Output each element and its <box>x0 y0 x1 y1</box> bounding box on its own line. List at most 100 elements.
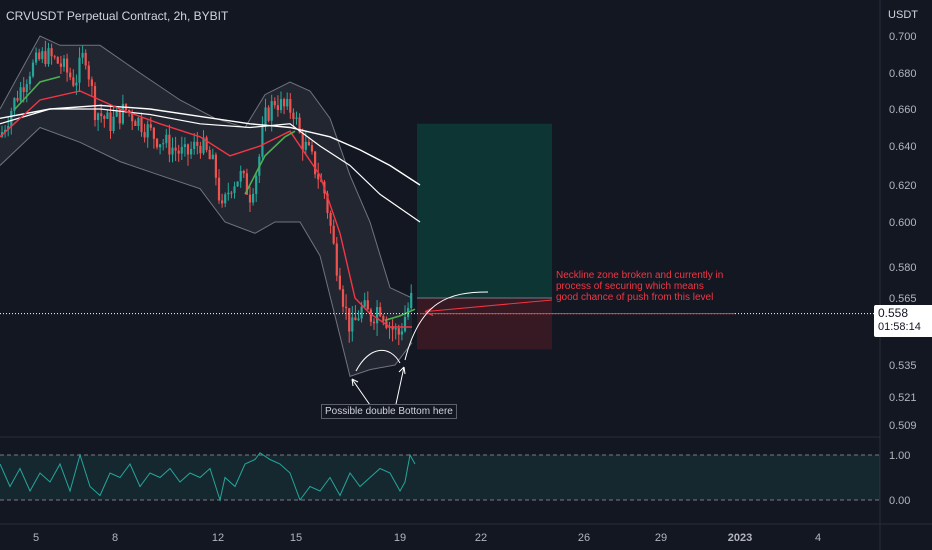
candle <box>332 219 335 245</box>
rsi-line <box>0 452 416 502</box>
time-tick: 29 <box>655 532 667 544</box>
candle-body <box>301 132 304 150</box>
symbol-title[interactable]: CRVUSDT Perpetual Contract, 2h, BYBIT <box>6 9 229 23</box>
neckline-note-line-1: Neckline zone broken and currently in <box>556 270 724 281</box>
candle <box>382 314 385 326</box>
candle-body <box>267 107 270 121</box>
candle-body <box>75 82 78 86</box>
rsi-pane <box>0 452 880 502</box>
candle-body <box>348 308 351 332</box>
candle-body <box>146 124 149 138</box>
candle <box>403 305 407 333</box>
candle <box>273 97 276 109</box>
candle <box>242 169 245 179</box>
candle-body <box>25 84 28 92</box>
candle <box>93 82 97 127</box>
drawing-annotations <box>0 291 880 406</box>
candle <box>38 48 41 61</box>
candle-body <box>379 307 382 317</box>
position-zones <box>417 123 552 350</box>
candle-body <box>115 109 118 117</box>
candle-body <box>44 51 47 65</box>
right-bottom-arrow <box>395 366 406 405</box>
candle <box>366 291 369 310</box>
candle-body <box>397 328 400 335</box>
candle <box>22 77 25 103</box>
candle <box>143 123 146 143</box>
candle-body <box>279 99 283 110</box>
candle-body <box>394 328 397 330</box>
candle-body <box>295 117 298 119</box>
double-bottom-annotation: Possible double Bottom here <box>321 404 457 419</box>
candle <box>391 319 394 342</box>
candle-body <box>31 62 35 77</box>
candle-body <box>345 306 348 309</box>
candle <box>7 116 10 137</box>
candle-body <box>214 154 217 178</box>
candle-body <box>217 177 221 201</box>
candle-body <box>248 194 252 203</box>
candle <box>97 112 100 131</box>
candle <box>239 165 242 188</box>
candle-body <box>199 145 202 154</box>
candle <box>276 95 279 117</box>
candle-body <box>72 77 75 86</box>
candle-body <box>84 52 87 66</box>
price-tick: 0.660 <box>889 104 917 116</box>
candle-body <box>22 87 25 92</box>
candle-body <box>109 112 112 131</box>
price-tick: 0.509 <box>889 420 917 432</box>
double-bottom-curve <box>355 349 401 372</box>
time-tick: 19 <box>394 532 406 544</box>
candle <box>50 43 53 65</box>
bollinger-upper <box>0 35 413 299</box>
candle-body <box>10 110 13 126</box>
left-bottom-arrow <box>351 378 371 406</box>
candle <box>338 267 341 291</box>
candle <box>162 138 165 151</box>
candle <box>171 137 174 163</box>
candle <box>87 61 90 87</box>
candle-body <box>53 56 56 58</box>
neckline-note-line-3: good chance of push from this level <box>556 292 714 303</box>
candle <box>90 76 93 97</box>
candle-body <box>391 326 394 330</box>
candle-body <box>382 316 385 321</box>
candle <box>224 192 227 208</box>
candle-body <box>180 146 183 154</box>
candle-body <box>369 309 372 322</box>
candle <box>159 143 162 155</box>
ma-green-segment <box>244 130 296 195</box>
price-tick: 0.535 <box>889 360 917 372</box>
price-tick: 0.680 <box>889 68 917 80</box>
candle-body <box>227 192 230 195</box>
candle-body <box>13 98 16 111</box>
target-zone <box>417 123 552 298</box>
candle-body <box>19 87 22 101</box>
candle <box>193 133 196 155</box>
neckline-annotation: Neckline zone broken and currently in pr… <box>556 270 723 303</box>
candle-body <box>131 112 134 122</box>
candle-body <box>121 103 124 124</box>
candle-body <box>252 193 255 203</box>
candle-body <box>245 173 248 195</box>
candle-body <box>332 225 335 244</box>
candle-body <box>28 76 31 85</box>
candle <box>379 302 382 318</box>
bollinger-lower <box>0 126 413 378</box>
bollinger-fill <box>0 36 412 377</box>
axis-labels: 0.700 0.680 0.660 0.640 0.620 0.600 0.580 0.565… <box>33 31 917 544</box>
candle <box>112 107 115 134</box>
candle <box>283 97 286 115</box>
candle-body <box>230 192 233 194</box>
candle <box>310 141 314 155</box>
candle <box>59 55 62 74</box>
candle-body <box>193 141 196 149</box>
candle-body <box>307 141 310 146</box>
time-tick: 8 <box>112 532 118 544</box>
candle <box>69 67 72 81</box>
bar-countdown: 01:58:14 <box>878 321 921 333</box>
candle-body <box>276 105 279 110</box>
